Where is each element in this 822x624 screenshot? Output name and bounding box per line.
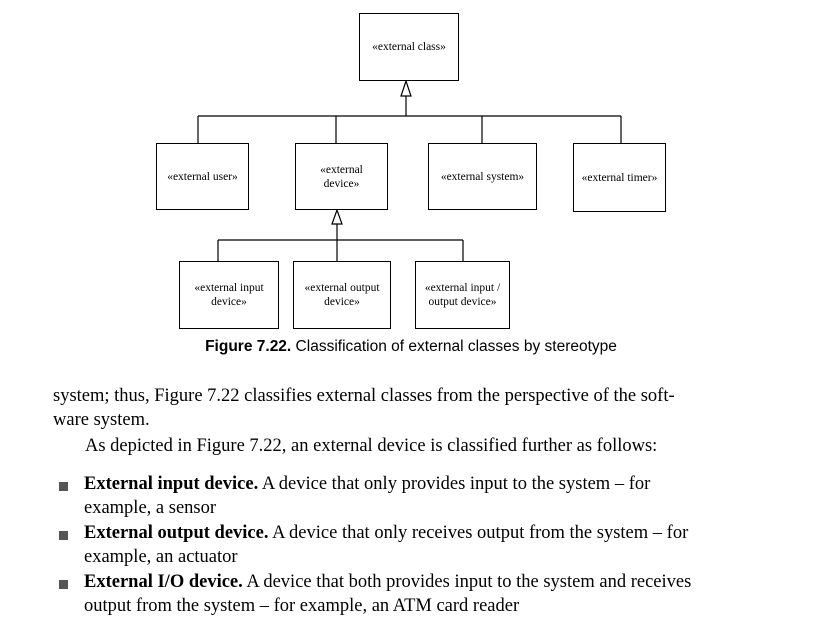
external-io-device-label-line1: «external input /: [424, 282, 501, 294]
body-line-3: As depicted in Figure 7.22, an external …: [85, 436, 658, 456]
bullet-term: External I/O device.: [84, 572, 243, 592]
external-system-label: «external system»: [440, 170, 525, 183]
external-device-box: «external device»: [295, 143, 388, 210]
bullet-item-1: External input device. A device that onl…: [84, 472, 650, 496]
external-device-label-line1: «external: [320, 163, 363, 176]
bullet-item-2: External output device. A device that on…: [84, 521, 688, 545]
external-output-device-label-line2: device»: [324, 296, 360, 308]
generalization-arrowhead: [331, 208, 343, 225]
generalization-arrowhead: [400, 79, 412, 97]
external-input-device-box: «external input device»: [179, 261, 279, 329]
bullet-term: External output device.: [84, 523, 269, 543]
figure-caption-text: Classification of external classes by st…: [291, 338, 617, 355]
external-io-device-label-line2: output device»: [428, 296, 497, 308]
external-io-device-box: «external input / output device»: [415, 261, 510, 329]
figure-caption-label: Figure 7.22.: [205, 338, 292, 355]
external-timer-label: «external timer»: [581, 171, 658, 184]
classification-diagram-lines: [197, 79, 622, 261]
bullet-marker: [59, 531, 68, 540]
external-output-device-label-line1: «external output: [304, 282, 380, 294]
bullet-text: A device that only receives output from …: [268, 523, 689, 543]
bullet-item-3-continuation: output from the system – for example, an…: [84, 596, 520, 616]
bullet-marker: [59, 580, 68, 589]
external-user-label: «external user»: [167, 170, 238, 183]
bullet-text: A device that only provides input to the…: [258, 474, 651, 494]
figure-caption: Figure 7.22. Classification of external …: [0, 338, 822, 356]
external-output-device-box: «external output device»: [293, 261, 391, 329]
bullet-text: A device that both provides input to the…: [242, 572, 692, 592]
body-line-2: ware system.: [53, 410, 150, 430]
bullet-marker: [59, 482, 68, 491]
external-input-device-label-line1: «external input: [194, 282, 264, 294]
bullet-term: External input device.: [84, 474, 259, 494]
external-timer-box: «external timer»: [573, 143, 666, 212]
body-line-1: system; thus, Figure 7.22 classifies ext…: [53, 386, 675, 406]
bullet-item-2-continuation: example, an actuator: [84, 547, 238, 567]
bullet-item-1-continuation: example, a sensor: [84, 498, 217, 518]
external-class-box: «external class»: [359, 13, 459, 81]
bullet-item-3: External I/O device. A device that both …: [84, 570, 691, 594]
external-device-label-line2: device»: [323, 177, 360, 190]
external-input-device-label-line2: device»: [211, 296, 247, 308]
external-class-label: «external class»: [372, 41, 446, 53]
external-system-box: «external system»: [428, 143, 537, 210]
external-user-box: «external user»: [156, 143, 249, 210]
